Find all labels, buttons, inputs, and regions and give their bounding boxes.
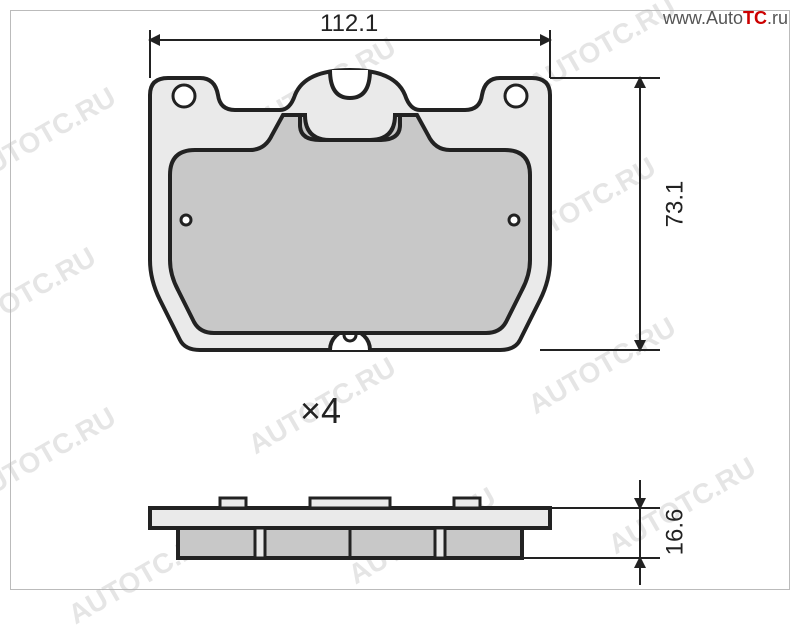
dim-height-label: 73.1: [661, 181, 689, 228]
front-view: [150, 70, 550, 350]
dim-width-label: 112.1: [320, 10, 378, 38]
dim-thickness-label: 16.6: [661, 509, 689, 556]
dim-thickness: [522, 480, 660, 585]
quantity-label: ×4: [300, 390, 341, 432]
side-view: [150, 498, 550, 558]
dim-height: [540, 78, 660, 350]
